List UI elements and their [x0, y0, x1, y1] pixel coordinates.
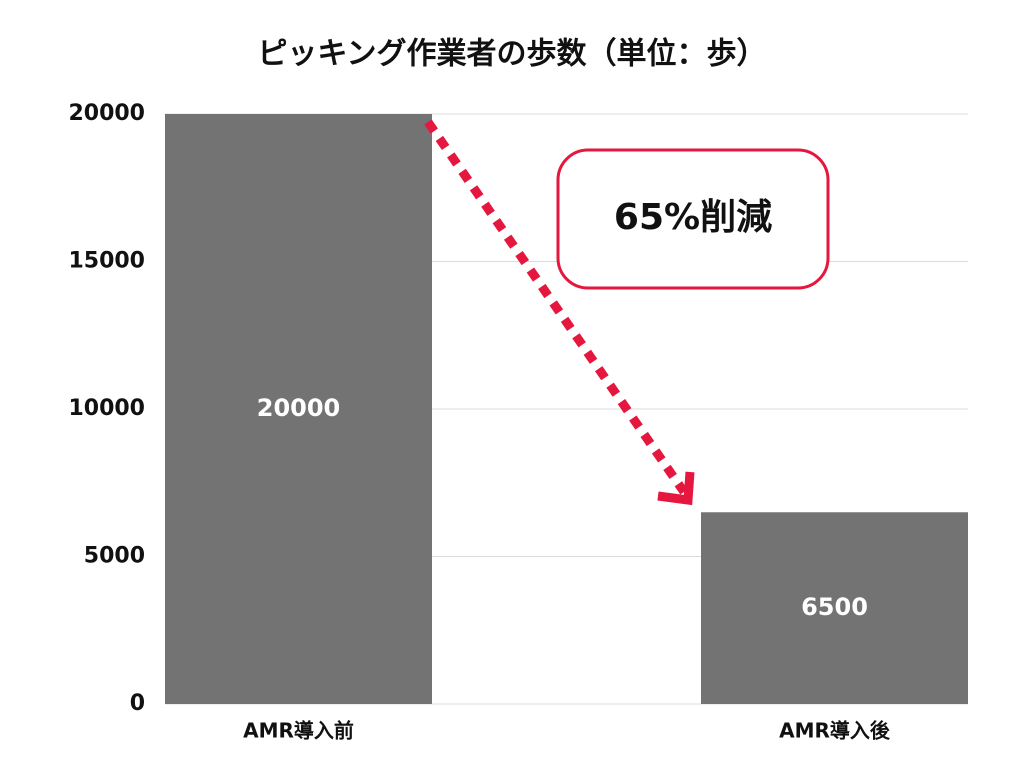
y-tick-label: 15000: [68, 249, 145, 274]
y-tick-label: 10000: [68, 396, 145, 421]
bars: [165, 114, 968, 704]
x-tick-label: AMR導入前: [243, 719, 354, 743]
annotation-text: 65%削減: [614, 197, 772, 238]
annotation: 65%削減: [424, 119, 830, 506]
arrow-head: [657, 471, 695, 506]
bar: [165, 114, 432, 704]
y-tick-label: 0: [130, 691, 145, 716]
x-tick-label: AMR導入後: [779, 719, 891, 743]
y-tick-label: 5000: [84, 544, 145, 569]
value-label: 6500: [801, 593, 868, 621]
y-tick-label: 20000: [68, 101, 145, 126]
chart-title: ピッキング作業者の歩数（単位：歩）: [257, 37, 766, 72]
value-label: 20000: [257, 394, 341, 422]
arrow: [424, 119, 688, 495]
annotation-box: [556, 148, 830, 290]
bar: [701, 512, 968, 704]
